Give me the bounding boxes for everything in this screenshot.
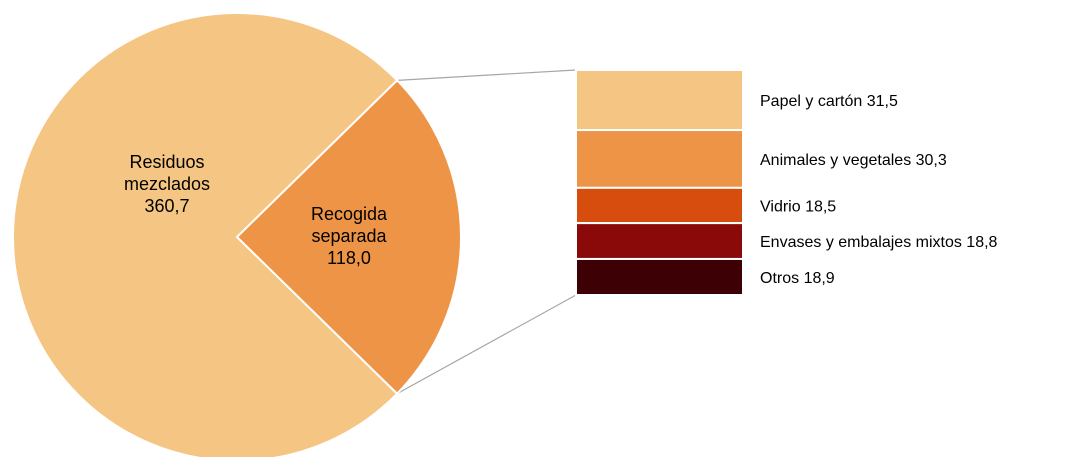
stack-label-otros: Otros 18,9	[760, 270, 835, 287]
breakdown-labels: Papel y cartón 31,5 Animales y vegetales …	[760, 93, 998, 287]
pie-residuos-mezclados-value: 360,7	[144, 196, 189, 216]
pie-residuos-mezclados-label-line-2: mezclados	[124, 174, 210, 194]
stack-label-vidrio: Vidrio 18,5	[760, 198, 836, 215]
stack-label-animales-y-vegetales: Animales y vegetales 30,3	[760, 152, 947, 169]
pie-slice-recogida-separada	[235, 78, 462, 396]
pie-slice-residuos-mezclados	[11, 12, 399, 457]
pie-recogida-separada-label-line-2: separada	[311, 226, 387, 246]
stack-segment-vidrio	[575, 186, 744, 225]
connector-bottom	[396, 294, 577, 395]
pie-recogida-separada-value: 118,0	[327, 248, 371, 268]
pie-residuos-mezclados-label-line-1: Residuos	[129, 152, 204, 172]
stack-segment-envases-y-embalajes-mixtos	[575, 222, 744, 260]
stack-segment-otros	[575, 257, 744, 296]
connector-lines	[396, 69, 577, 395]
pie-recogida-separada-label-line-1: Recogida	[311, 204, 388, 224]
stack-segment-animales-y-vegetales	[575, 129, 744, 189]
breakdown-stack	[575, 69, 744, 296]
stack-label-papel-y-carton: Papel y cartón 31,5	[760, 93, 898, 110]
stack-label-envases-y-embalajes-mixtos: Envases y embalajes mixtos 18,8	[760, 234, 998, 251]
pie	[11, 12, 462, 457]
stack-segment-papel-y-carton	[575, 69, 744, 132]
connector-top	[397, 69, 577, 81]
